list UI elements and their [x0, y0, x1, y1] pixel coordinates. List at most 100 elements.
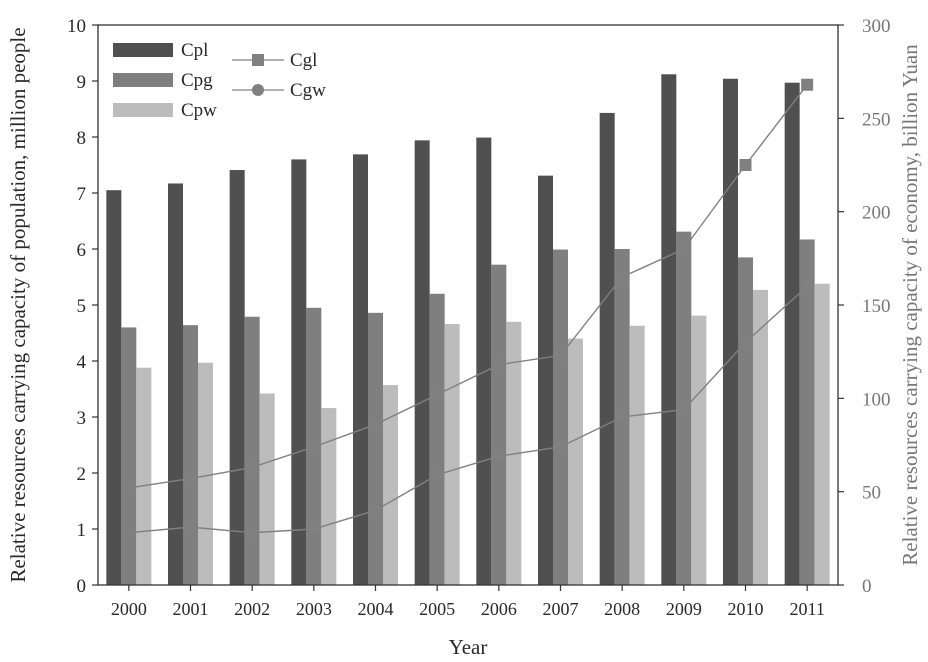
line-cgw	[128, 285, 808, 534]
point-cgw-2010	[739, 336, 752, 349]
legend-marker-cgl	[252, 54, 264, 66]
point-cgw-2009	[677, 403, 690, 416]
left-tick-label-4: 4	[77, 352, 87, 373]
right-axis-title: Relative resources carrying capacity of …	[898, 44, 922, 566]
point-cgl-2011	[801, 78, 814, 91]
right-tick-label-150: 150	[862, 296, 891, 317]
legend-label-cpg: Cpg	[181, 70, 213, 91]
legend: Cpl Cpg Cpw Cgl Cgw	[113, 40, 326, 121]
point-cgl-2007	[554, 349, 567, 362]
x-tick-label-2010: 2010	[728, 599, 764, 619]
point-cgl-2008	[616, 271, 629, 283]
bar-cpg-2001	[183, 325, 198, 585]
point-cgl-2000	[122, 481, 135, 494]
x-tick-label-2004: 2004	[358, 599, 394, 619]
bar-cpg-2010	[738, 257, 753, 585]
point-cgw-2000	[122, 526, 135, 539]
x-tick-label-2002: 2002	[234, 599, 270, 619]
right-tick-label-300: 300	[862, 16, 891, 37]
x-tick-label-2001: 2001	[173, 599, 209, 619]
bar-cpw-2009	[691, 315, 707, 585]
legend-swatch-cpw	[113, 103, 173, 117]
bar-cpl-2002	[229, 170, 245, 586]
point-cgl-2009	[677, 243, 690, 255]
bar-cpl-2001	[168, 183, 183, 586]
bar-cpw-2002	[259, 393, 275, 585]
left-tick-label-2: 2	[77, 464, 87, 485]
bar-cpw-2010	[753, 289, 768, 585]
x-axis-ticks: 2000 2001 2002 2003 2004 2005 2006 2007 2008 2009…	[111, 585, 825, 619]
bar-cpg-2011	[799, 239, 815, 586]
x-tick-label-2005: 2005	[419, 599, 455, 619]
point-cgw-2011	[801, 280, 814, 293]
bar-cpw-2004	[383, 385, 398, 585]
x-tick-label-2011: 2011	[789, 599, 824, 619]
bar-cpg-2000	[121, 327, 137, 585]
point-cgw-2008	[616, 411, 629, 423]
point-cgw-2002	[246, 526, 259, 539]
x-tick-label-2006: 2006	[481, 599, 517, 619]
bar-cpl-2004	[353, 154, 368, 586]
legend-label-cgl: Cgl	[290, 50, 317, 71]
right-tick-label-50: 50	[862, 483, 881, 504]
point-cgl-2006	[492, 358, 505, 371]
bar-cpw-2008	[629, 325, 645, 585]
right-axis-ticks: 0 50 100 150 200 250 300	[838, 16, 891, 597]
point-cgl-2001	[184, 472, 197, 485]
bar-cpl-2006	[476, 137, 492, 585]
left-tick-label-0: 0	[77, 576, 87, 597]
x-tick-label-2007: 2007	[543, 599, 579, 619]
point-cgl-2003	[307, 440, 320, 453]
bar-cpw-2005	[444, 324, 460, 585]
right-tick-label-250: 250	[862, 109, 891, 130]
bar-cpw-2000	[136, 367, 152, 585]
left-axis-title: Relative resources carrying capacity of …	[6, 27, 30, 582]
bars-layer	[106, 74, 830, 586]
point-cgl-2010	[739, 159, 752, 171]
legend-label-cgw: Cgw	[290, 80, 326, 101]
bar-cpl-2010	[723, 78, 738, 585]
legend-label-cpw: Cpw	[181, 100, 217, 121]
bar-cpl-2000	[106, 190, 122, 585]
bar-cpw-2003	[321, 408, 337, 585]
bar-cpw-2001	[198, 362, 213, 585]
left-tick-label-10: 10	[67, 16, 86, 37]
legend-swatch-cpl	[113, 43, 173, 57]
point-cgw-2004	[369, 504, 382, 517]
left-tick-label-1: 1	[77, 520, 87, 541]
bar-cpl-2007	[538, 175, 553, 585]
left-tick-label-9: 9	[77, 72, 87, 93]
x-tick-label-2009: 2009	[666, 599, 702, 619]
right-tick-label-0: 0	[862, 576, 872, 597]
point-cgw-2007	[554, 440, 567, 453]
right-tick-label-100: 100	[862, 389, 891, 410]
point-cgl-2004	[369, 418, 382, 431]
bar-cpw-2011	[814, 283, 830, 585]
left-tick-label-6: 6	[77, 240, 87, 261]
legend-swatch-cpg	[113, 73, 173, 87]
bar-cpl-2009	[661, 74, 677, 585]
bar-cpl-2011	[784, 82, 800, 586]
bar-cpl-2008	[599, 112, 615, 586]
legend-marker-cgw	[252, 84, 264, 96]
bar-cpl-2003	[291, 159, 307, 585]
left-tick-label-5: 5	[77, 296, 87, 317]
left-axis-ticks: 0 1 2 3 4 5 6 7 8 9 10	[67, 16, 98, 597]
point-cgl-2002	[246, 461, 259, 474]
point-cgw-2003	[307, 523, 320, 535]
line-cgl	[128, 84, 808, 489]
bar-cpw-2007	[568, 338, 583, 585]
bar-cpg-2004	[368, 312, 383, 585]
point-cgl-2005	[431, 388, 444, 401]
x-tick-label-2000: 2000	[111, 599, 147, 619]
point-cgw-2006	[492, 450, 505, 463]
x-axis-title: Year	[449, 635, 488, 659]
left-tick-label-3: 3	[77, 408, 87, 429]
bar-cpg-2002	[244, 316, 260, 585]
point-cgw-2001	[184, 521, 197, 534]
x-tick-label-2003: 2003	[296, 599, 332, 619]
bar-cpg-2006	[491, 264, 507, 585]
legend-label-cpl: Cpl	[181, 40, 208, 61]
left-tick-label-7: 7	[77, 184, 87, 205]
